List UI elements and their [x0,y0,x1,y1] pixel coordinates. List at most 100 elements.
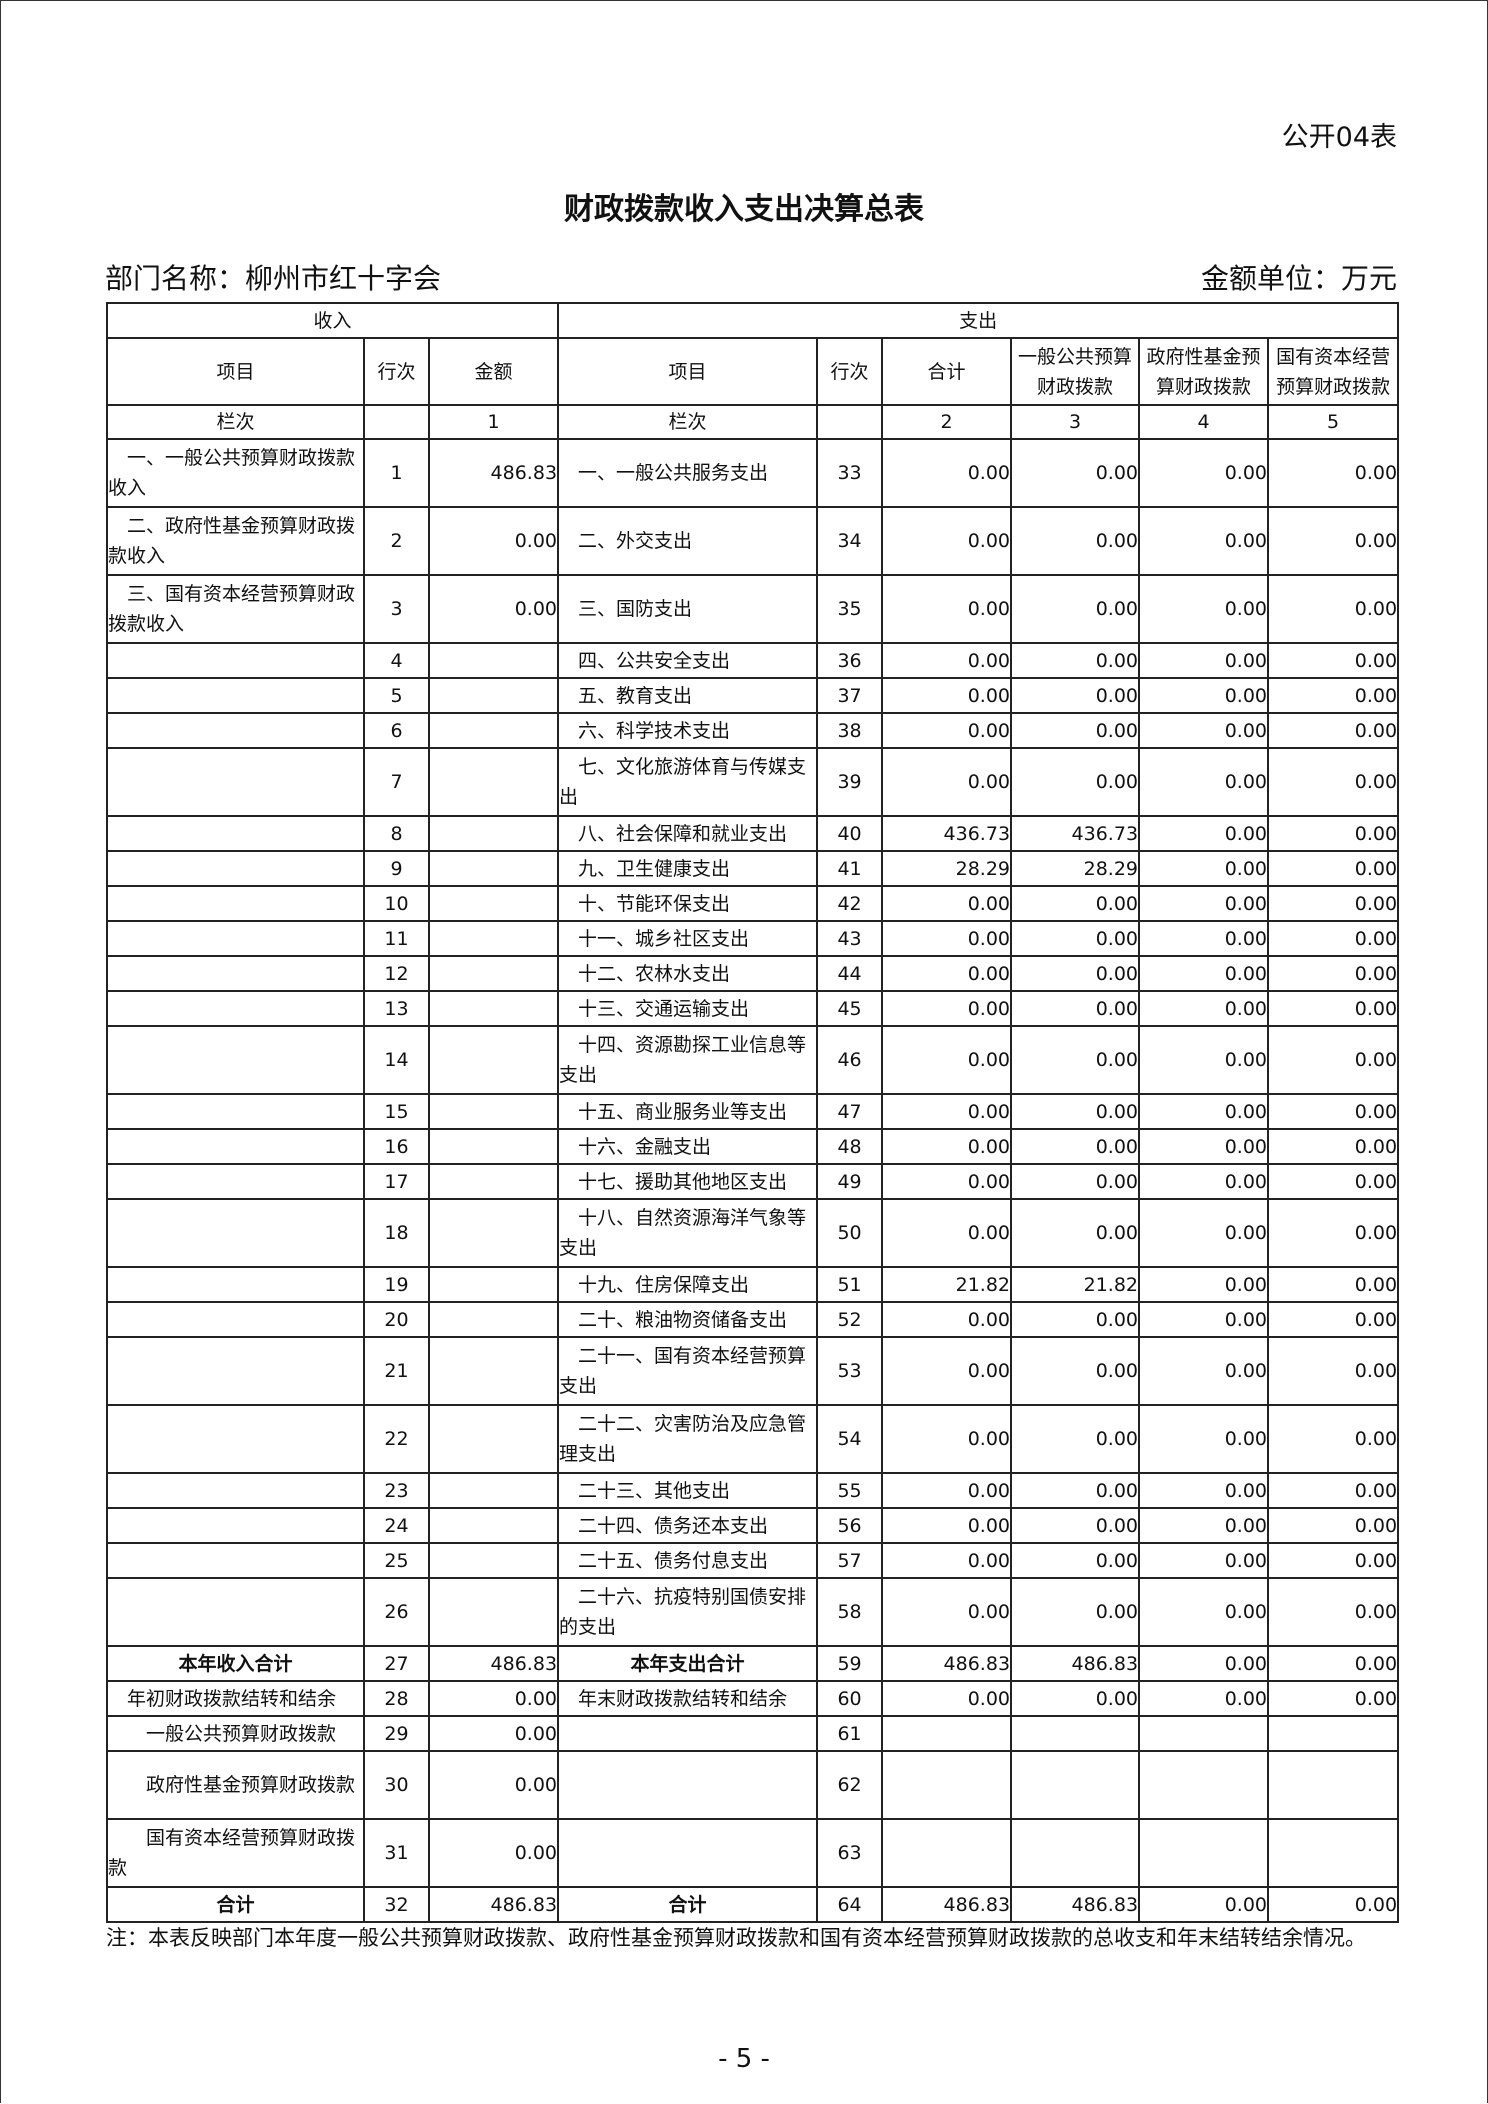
general-budget-amount: 0.00 [1010,1128,1141,1165]
gov-fund-amount: 0.00 [1138,1542,1270,1579]
general-budget-amount: 0.00 [1010,1025,1141,1095]
page-title: 财政拨款收入支出决算总表 [564,192,924,227]
expense-total: 28.29 [881,850,1013,887]
income-item [106,885,365,922]
expense-line-no: 50 [816,1198,884,1268]
expense-item: 二十四、债务还本支出 [557,1507,819,1544]
expense-total: 0.00 [881,677,1013,714]
table-row: 二、政府性基金预算财政拨款收入 2 0.00 二、外交支出 34 0.00 0.00 0.00… [106,506,1400,576]
expense-total: 0.00 [881,920,1013,957]
income-amount [427,677,560,714]
expense-total: 0.00 [881,506,1013,576]
table-row: 17 十七、援助其他地区支出 49 0.00 0.00 0.00 0.00 [106,1163,1400,1200]
income-header: 收入 [105,302,560,339]
expense-total-header: 合计 [881,337,1013,406]
table-row: 5 五、教育支出 37 0.00 0.00 0.00 0.00 [106,677,1400,714]
state-capital-amount: 0.00 [1267,1577,1400,1647]
expense-line-no: 37 [816,677,884,714]
gov-fund-amount: 0.00 [1138,1680,1270,1717]
gov-fund-amount: 0.00 [1138,1163,1270,1200]
expense-line-no: 43 [816,920,884,957]
expense-line-no: 59 [816,1645,884,1682]
table-row: 8 八、社会保障和就业支出 40 436.73 436.73 0.00 0.00 [106,815,1400,852]
income-line-no: 4 [363,642,430,679]
expense-item: 二十、粮油物资储备支出 [557,1301,819,1338]
income-item: 一般公共预算财政拨款 [106,1715,365,1752]
general-budget-amount: 0.00 [1010,920,1141,957]
income-amount [427,1404,560,1474]
income-amount [427,1163,560,1200]
income-amount [427,747,560,817]
income-line-no: 12 [363,955,430,992]
expense-item: 合计 [557,1886,819,1923]
income-line-no: 9 [363,850,430,887]
expense-total: 0.00 [881,1093,1013,1130]
expense-item: 八、社会保障和就业支出 [557,815,819,852]
expense-line-no: 55 [816,1472,884,1509]
expense-total: 0.00 [881,1128,1013,1165]
income-amount: 486.83 [427,438,560,508]
income-line-no: 3 [363,574,430,644]
income-item [106,1336,365,1406]
expense-line-no: 64 [816,1886,884,1923]
form-number: 公开04表 [1281,122,1397,153]
expense-total [881,1715,1013,1752]
expense-item: 十八、自然资源海洋气象等支出 [557,1198,819,1268]
state-capital-amount [1267,1818,1400,1888]
income-line-no: 27 [363,1645,430,1682]
expense-total: 486.83 [881,1886,1013,1923]
income-item [106,1404,365,1474]
income-line-no: 31 [363,1818,430,1888]
footnote: 注：本表反映部门本年度一般公共预算财政拨款、政府性基金预算财政拨款和国有资本经营… [106,1926,1366,1950]
expense-header: 支出 [557,302,1400,339]
state-capital-amount: 0.00 [1267,677,1400,714]
state-capital-amount [1267,1750,1400,1820]
expense-item: 二、外交支出 [557,506,819,576]
table-row: 16 十六、金融支出 48 0.00 0.00 0.00 0.00 [106,1128,1400,1165]
expense-item: 六、科学技术支出 [557,712,819,749]
income-item [106,677,365,714]
income-amount [427,815,560,852]
expense-line-no: 47 [816,1093,884,1130]
expense-line-no: 34 [816,506,884,576]
income-amount: 0.00 [427,574,560,644]
income-amount [427,1198,560,1268]
expense-item: 二十二、灾害防治及应急管理支出 [557,1404,819,1474]
income-item [106,990,365,1027]
income-line-no: 15 [363,1093,430,1130]
gov-fund-amount: 0.00 [1138,506,1270,576]
income-item [106,1025,365,1095]
expense-total [881,1818,1013,1888]
gov-fund-amount: 0.00 [1138,990,1270,1027]
expense-total: 0.00 [881,1472,1013,1509]
table-row: 18 十八、自然资源海洋气象等支出 50 0.00 0.00 0.00 0.00 [106,1198,1400,1268]
income-amount [427,1472,560,1509]
column-number-2: 2 [881,404,1013,440]
general-budget-amount: 0.00 [1010,1404,1141,1474]
income-item: 二、政府性基金预算财政拨款收入 [106,506,365,576]
table-row: 12 十二、农林水支出 44 0.00 0.00 0.00 0.00 [106,955,1400,992]
state-capital-amount: 0.00 [1267,990,1400,1027]
expense-column-label: 栏次 [557,404,819,440]
gov-fund-amount: 0.00 [1138,955,1270,992]
income-amount: 0.00 [427,1715,560,1752]
income-line-no: 29 [363,1715,430,1752]
general-budget-amount: 0.00 [1010,1301,1141,1338]
gov-fund-amount: 0.00 [1138,1645,1270,1682]
income-amount [427,955,560,992]
gov-fund-amount: 0.00 [1138,1472,1270,1509]
table-row: 一、一般公共预算财政拨款收入 1 486.83 一、一般公共服务支出 33 0.00 0.0… [106,438,1400,508]
general-budget-amount: 0.00 [1010,1336,1141,1406]
state-capital-amount: 0.00 [1267,506,1400,576]
expense-item: 十六、金融支出 [557,1128,819,1165]
expense-line-no: 53 [816,1336,884,1406]
general-budget-amount [1010,1750,1141,1820]
expense-item: 二十一、国有资本经营预算支出 [557,1336,819,1406]
expense-total: 0.00 [881,1336,1013,1406]
expense-total: 0.00 [881,642,1013,679]
gov-fund-amount: 0.00 [1138,815,1270,852]
expense-item: 二十三、其他支出 [557,1472,819,1509]
gov-fund-amount: 0.00 [1138,1025,1270,1095]
income-line-no: 6 [363,712,430,749]
gov-fund-amount [1138,1818,1270,1888]
